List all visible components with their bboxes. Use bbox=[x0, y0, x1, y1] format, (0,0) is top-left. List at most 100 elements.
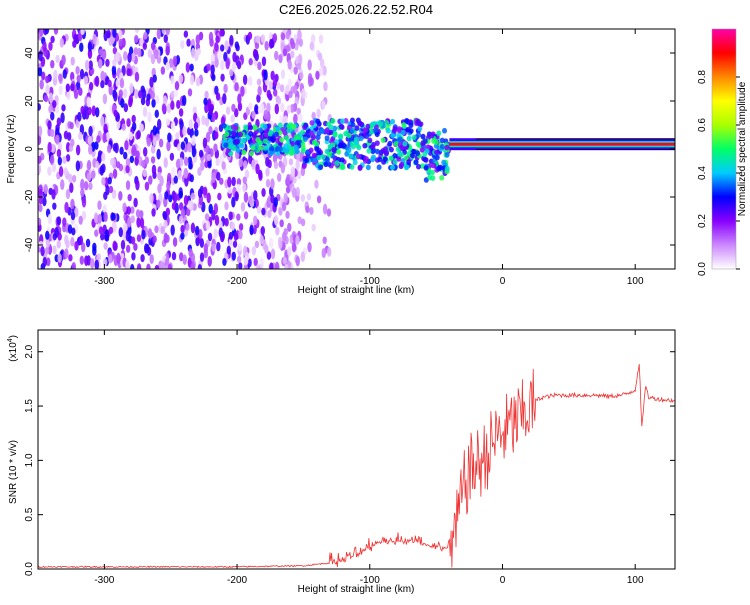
spectrogram-cell bbox=[267, 209, 272, 219]
spectrogram-cell bbox=[175, 159, 181, 169]
spectrogram-cell bbox=[112, 142, 118, 152]
spectrogram-cell bbox=[225, 106, 231, 115]
spectrogram-cell bbox=[214, 214, 220, 226]
spectrogram-cell bbox=[158, 260, 164, 269]
spectrogram-cell bbox=[268, 31, 273, 40]
spectrogram-cell bbox=[222, 93, 227, 105]
spectrogram-cell bbox=[207, 256, 212, 267]
spectrogram-cell bbox=[150, 41, 156, 51]
spectrogram-cell bbox=[254, 104, 259, 115]
spectrogram-cell bbox=[38, 146, 41, 156]
spectrogram-cell bbox=[45, 84, 50, 95]
spectrogram-cell bbox=[254, 41, 260, 50]
spectrogram-cell bbox=[198, 31, 204, 41]
spectrogram-cell bbox=[170, 224, 175, 236]
x-tick-label: -200 bbox=[227, 276, 247, 287]
spectrogram-y-ticks: -40 -20 0 20 40 bbox=[24, 47, 675, 252]
spectrogram-cell bbox=[365, 123, 371, 130]
spectrogram-cell bbox=[136, 263, 142, 269]
spectrogram-cell bbox=[194, 129, 199, 137]
spectrogram-cell bbox=[253, 49, 259, 58]
spectrogram-cell bbox=[381, 159, 387, 165]
spectrogram-cell bbox=[52, 245, 57, 255]
spectrogram-cell bbox=[367, 137, 373, 144]
spectrogram-cell bbox=[133, 197, 138, 208]
spectrogram-cell bbox=[134, 71, 140, 82]
spectrogram-cell bbox=[112, 29, 117, 38]
spectrogram-cell bbox=[222, 257, 227, 266]
spectrogram-cell bbox=[237, 131, 243, 138]
spectrogram-cell bbox=[260, 225, 266, 236]
spectrogram-cell bbox=[128, 94, 134, 106]
spectrogram-cell bbox=[268, 237, 274, 249]
spectrogram-cell bbox=[219, 44, 225, 52]
spectrogram-cell bbox=[125, 158, 131, 168]
spectrogram-cell bbox=[118, 38, 123, 47]
spectrogram-cell bbox=[439, 137, 445, 144]
spectrogram-cell bbox=[328, 129, 334, 136]
spectrogram-cell bbox=[220, 233, 225, 243]
spectrogram-cell bbox=[213, 143, 218, 153]
x-tick-label: 100 bbox=[627, 276, 644, 287]
spectrogram-cell bbox=[442, 127, 448, 134]
spectrogram-cell bbox=[127, 52, 132, 63]
spectrogram-cell bbox=[86, 159, 92, 171]
spectrogram-cell bbox=[277, 122, 283, 128]
spectrogram-cell bbox=[242, 176, 247, 185]
spectrogram-cell bbox=[176, 143, 182, 152]
spectrogram-cell bbox=[204, 117, 210, 127]
spectrogram-cell bbox=[369, 129, 375, 135]
spectrogram-cell bbox=[278, 206, 283, 216]
spectrogram-cell bbox=[208, 203, 213, 214]
spectrogram-cell bbox=[384, 120, 390, 126]
spectrogram-cell bbox=[165, 234, 170, 243]
spectrogram-cell bbox=[393, 141, 399, 147]
spectrogram-cell bbox=[43, 94, 49, 103]
spectrogram-cell bbox=[48, 41, 53, 51]
spectrogram-cell bbox=[38, 50, 43, 62]
spectrogram-cell bbox=[308, 130, 314, 137]
spectrogram-cell bbox=[236, 255, 242, 263]
spectrogram-cell bbox=[125, 259, 130, 269]
spectrogram-cell bbox=[260, 34, 266, 44]
spectrogram-cell bbox=[388, 155, 394, 162]
spectrogram-cell bbox=[182, 125, 187, 137]
spectrogram-cell bbox=[244, 169, 250, 180]
spectrogram-cell bbox=[296, 138, 302, 145]
spectrogram-cell bbox=[256, 94, 261, 103]
spectrogram-cell bbox=[255, 35, 261, 44]
figure-title: C2E6.2025.026.22.52.R04 bbox=[279, 2, 433, 17]
spectrogram-cell bbox=[123, 50, 128, 62]
spectrogram-cell bbox=[273, 214, 279, 226]
spectrogram-cell bbox=[157, 171, 162, 181]
spectrogram-cell bbox=[38, 67, 43, 77]
spectrogram-cell bbox=[64, 248, 69, 259]
spectrogram-cell bbox=[283, 228, 288, 237]
spectrogram-cell bbox=[109, 35, 115, 45]
spectrogram-cell bbox=[242, 74, 248, 86]
spectrogram-cell bbox=[286, 127, 292, 134]
spectrogram-cell bbox=[269, 262, 274, 269]
spectrogram-cell bbox=[328, 143, 334, 149]
x-tick-label: -100 bbox=[360, 276, 380, 287]
spectrogram-cell bbox=[180, 232, 185, 240]
spectrogram-cell bbox=[268, 81, 273, 90]
spectrogram-cell bbox=[155, 133, 160, 141]
spectrogram-cell bbox=[225, 147, 231, 154]
spectrogram-cell bbox=[275, 226, 280, 236]
spectrogram-cell bbox=[72, 40, 77, 48]
spectrogram-cell bbox=[149, 254, 154, 265]
spectrogram-cell bbox=[127, 146, 132, 155]
spectrogram-cell bbox=[273, 131, 279, 138]
spectrogram-cell bbox=[53, 29, 59, 35]
spectrogram-cell bbox=[122, 202, 127, 213]
spectrogram-cell bbox=[441, 159, 447, 166]
spectrogram-cell bbox=[62, 156, 67, 164]
spectrogram-cell bbox=[164, 191, 169, 200]
spectrogram-cell bbox=[190, 47, 196, 59]
spectrogram-cell bbox=[121, 123, 126, 131]
spectrogram-cell bbox=[120, 239, 126, 250]
spectrogram-cell bbox=[257, 127, 263, 134]
spectrogram-cell bbox=[288, 90, 293, 99]
